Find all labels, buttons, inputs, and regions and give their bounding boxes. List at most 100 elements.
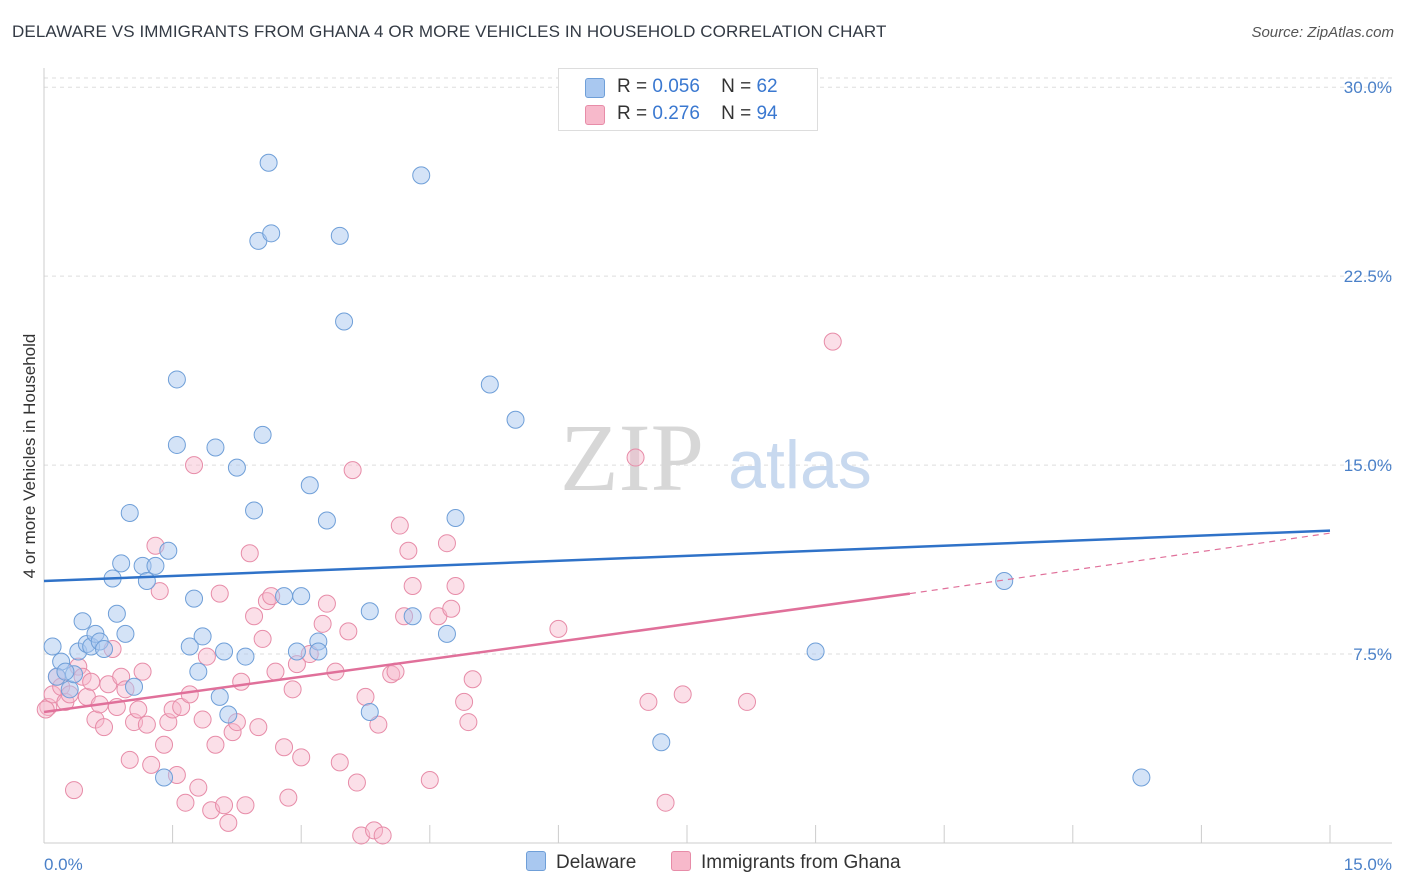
gridlines: [44, 77, 1392, 655]
ghana-point: [236, 796, 255, 815]
r-label: R =: [617, 103, 648, 124]
delaware-point: [300, 476, 319, 495]
delaware-point: [446, 509, 465, 528]
n-label: N =: [721, 76, 752, 97]
legend-label-ghana: Immigrants from Ghana: [701, 852, 901, 873]
ghana-point: [455, 692, 474, 711]
ghana-point: [317, 594, 336, 613]
ghana-point: [189, 778, 208, 797]
ghana-point: [365, 821, 384, 840]
delaware-point: [437, 624, 456, 643]
ghana-point: [193, 710, 212, 729]
delaware-point: [120, 503, 139, 522]
n-value: 94: [756, 103, 778, 124]
r-value: 0.276: [652, 103, 700, 124]
delaware-point: [60, 680, 79, 699]
delaware-point: [116, 624, 135, 643]
delaware-point: [995, 571, 1014, 590]
ghana-point: [639, 692, 658, 711]
n-value: 62: [756, 76, 778, 97]
delaware-point: [137, 571, 156, 590]
ghana-point: [339, 622, 358, 641]
ghana-point: [120, 750, 139, 769]
ghana-point: [673, 685, 692, 704]
delaware-point: [360, 602, 379, 621]
delaware-point: [412, 166, 431, 185]
ghana-point: [347, 773, 366, 792]
ghana-point: [373, 826, 392, 845]
ghana-point: [219, 813, 238, 832]
y-tick-label: 15.0%: [1344, 456, 1392, 475]
correlation-legend: R = 0.056 N = 62 R = 0.276 N = 94: [558, 68, 818, 131]
ghana-point: [137, 715, 156, 734]
delaware-point: [210, 687, 229, 706]
delaware-point: [360, 702, 379, 721]
delaware-point: [219, 705, 238, 724]
ghana-point: [459, 713, 478, 732]
delaware-point: [1132, 768, 1151, 787]
ghana-point: [656, 793, 675, 812]
ghana-point: [95, 718, 114, 737]
ghana-point: [155, 735, 174, 754]
delaware-point: [125, 677, 144, 696]
axes: [43, 68, 1392, 844]
legend-item-delaware: Delaware: [526, 851, 636, 874]
ghana-point: [206, 735, 225, 754]
delaware-point: [73, 612, 92, 631]
ghana-point: [180, 685, 199, 704]
delaware-point: [262, 224, 281, 243]
ghana-point: [390, 516, 409, 535]
ghana-point: [313, 614, 332, 633]
ghana-point: [176, 793, 195, 812]
delaware-point: [403, 607, 422, 626]
ghana-point: [446, 577, 465, 596]
chart-title: DELAWARE VS IMMIGRANTS FROM GHANA 4 OR M…: [12, 22, 887, 41]
ghana-point: [463, 670, 482, 689]
ghana-trend-extension: [909, 532, 1331, 595]
delaware-point: [155, 768, 174, 787]
delaware-point: [112, 554, 131, 573]
ghana-point: [369, 715, 388, 734]
y-tick-label: 7.5%: [1353, 645, 1392, 664]
delaware-points: [43, 153, 1151, 787]
n-label: N =: [721, 103, 752, 124]
ghana-point: [129, 700, 148, 719]
ghana-point: [330, 753, 349, 772]
ghana-point: [150, 582, 169, 601]
ghana-point: [36, 700, 55, 719]
ghana-point: [223, 723, 242, 742]
x-tick-label: 0.0%: [44, 855, 83, 874]
ghana-point: [823, 332, 842, 351]
delaware-point: [227, 458, 246, 477]
ghana-point: [279, 788, 298, 807]
delaware-point: [167, 370, 186, 389]
watermark-zip: ZIP: [560, 404, 704, 511]
ghana-point: [549, 619, 568, 638]
delaware-point: [292, 587, 311, 606]
delaware-legend-swatch: [526, 851, 546, 871]
delaware-point: [259, 153, 278, 172]
ghana-point: [343, 461, 362, 480]
delaware-point: [330, 226, 349, 245]
source-credit: Source: ZipAtlas.com: [1251, 24, 1394, 41]
ghana-point: [215, 796, 234, 815]
delaware-point: [253, 425, 272, 444]
ghana-point: [185, 456, 204, 475]
delaware-point: [206, 438, 225, 457]
watermark: ZIP atlas: [560, 404, 872, 511]
ghana-point: [283, 680, 302, 699]
ghana-point: [142, 755, 161, 774]
delaware-point: [167, 435, 186, 454]
delaware-point: [335, 312, 354, 331]
x-tick-label: 15.0%: [1344, 855, 1392, 874]
r-label: R =: [617, 76, 648, 97]
delaware-point: [806, 642, 825, 661]
tick-labels: 7.5% 15.0% 22.5% 30.0% 0.0% 15.0%: [44, 78, 1392, 874]
ghana-point: [253, 629, 272, 648]
watermark-atlas: atlas: [728, 427, 872, 503]
ghana-points: [36, 332, 842, 845]
legend-item-ghana: Immigrants from Ghana: [671, 851, 901, 874]
ghana-swatch: [585, 105, 605, 125]
delaware-point: [275, 587, 294, 606]
delaware-point: [245, 501, 264, 520]
